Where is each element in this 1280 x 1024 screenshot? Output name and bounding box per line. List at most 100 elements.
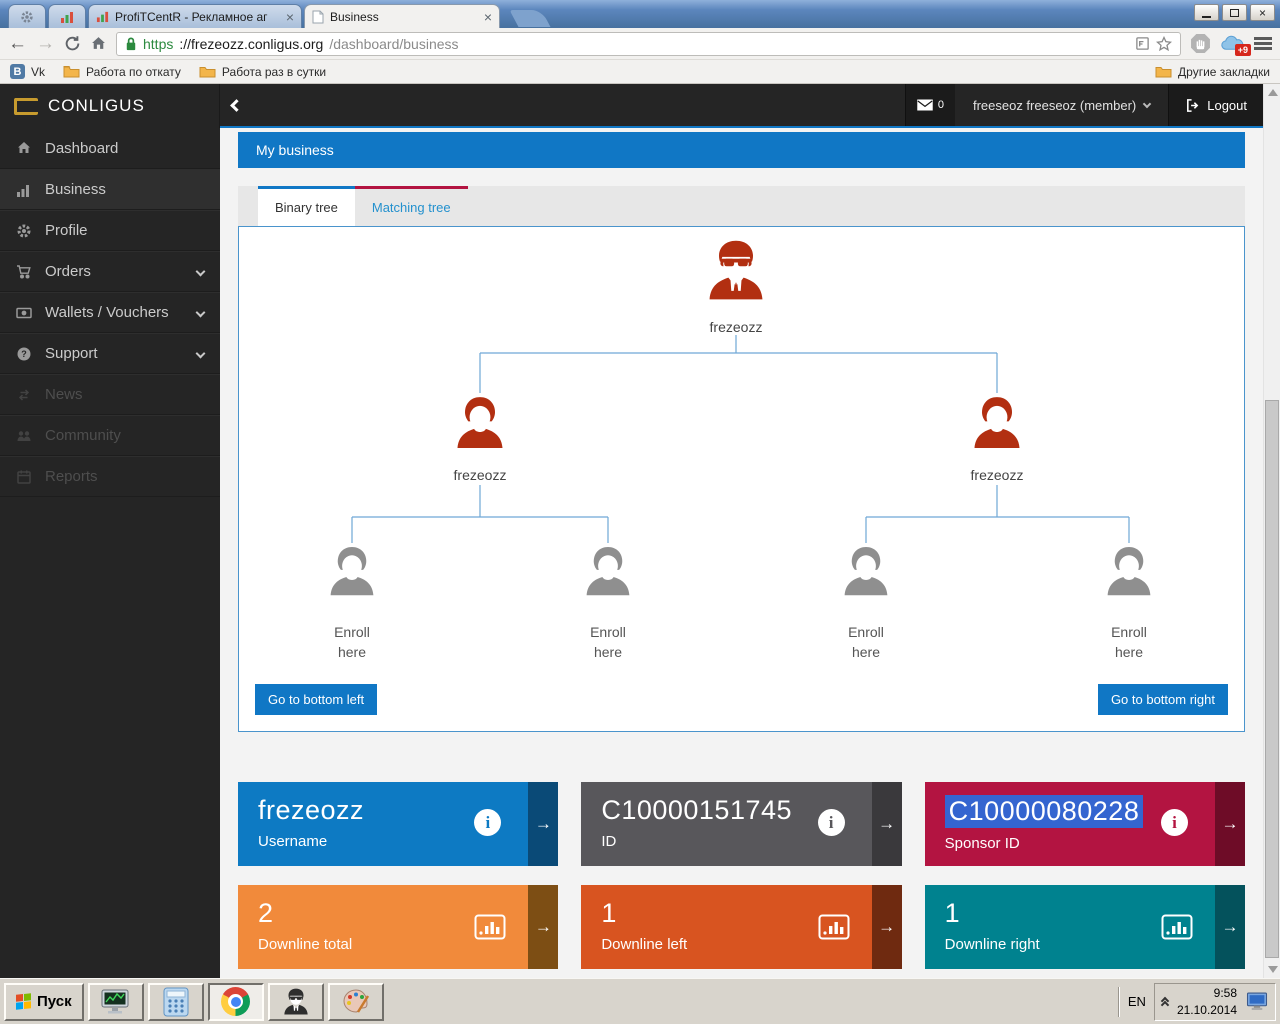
sidebar-item-label: News — [45, 386, 83, 403]
card-value: C10000151745 — [601, 795, 793, 825]
page-title-bar: My business — [238, 132, 1245, 168]
card-value: 1 — [601, 898, 617, 928]
address-bar[interactable]: https://frezeozz.conligus.org/dashboard/… — [116, 31, 1181, 56]
extension-badge: +9 — [1234, 44, 1251, 56]
sidebar-item-wallets[interactable]: Wallets / Vouchers — [0, 292, 220, 333]
pinned-tab-settings[interactable] — [8, 4, 46, 28]
card-arrow-strip[interactable]: → — [871, 885, 902, 969]
taskbar-app-agent[interactable] — [267, 982, 324, 1021]
sidebar-item-support[interactable]: ? Support — [0, 333, 220, 374]
card-arrow-strip[interactable]: → — [528, 782, 559, 866]
enroll-text: Enroll — [590, 624, 626, 640]
sidebar-item-reports[interactable]: Reports — [0, 456, 220, 497]
bookmark-label: Vk — [31, 64, 46, 79]
reload-button[interactable] — [64, 35, 81, 52]
users-icon — [17, 430, 31, 441]
sidebar-item-business[interactable]: Business — [0, 169, 220, 210]
hand-stop-extension-icon[interactable] — [1190, 33, 1211, 54]
forward-button[interactable]: → — [36, 33, 55, 54]
bookmark-folder-1[interactable]: Работа по откату — [63, 65, 181, 79]
go-to-bottom-right-button[interactable]: Go to bottom right — [1097, 684, 1228, 715]
envelope-icon — [917, 99, 933, 111]
back-button[interactable]: ← — [8, 33, 27, 54]
tree-node-right[interactable]: frezeozz — [967, 393, 1027, 483]
taskbar-app-chrome[interactable] — [207, 982, 264, 1021]
display-tray-icon[interactable] — [1246, 992, 1268, 1011]
info-icon[interactable]: i — [817, 809, 845, 836]
gear-icon — [21, 10, 33, 23]
tree-node-enroll-1[interactable]: Enroll here — [324, 543, 381, 662]
bookmark-frame-icon[interactable] — [1135, 36, 1150, 51]
bookmark-folder-2[interactable]: Работа раз в сутки — [199, 65, 326, 79]
card-arrow-strip[interactable]: → — [871, 782, 902, 866]
tab-profitcentr[interactable]: ProfiTCentR - Рекламное аг × — [88, 4, 302, 28]
pinned-tab-chart[interactable] — [48, 4, 86, 28]
cloud-extension-icon[interactable]: +9 — [1220, 35, 1251, 56]
bar-chart-icon — [61, 11, 73, 23]
tree-node-enroll-2[interactable]: Enroll here — [580, 543, 637, 662]
messages-button[interactable]: 0 — [904, 84, 955, 126]
sidebar-item-news[interactable]: News — [0, 374, 220, 415]
card-value: 2 — [258, 898, 274, 928]
sidebar-collapse-icon[interactable] — [230, 99, 243, 112]
enroll-text: here — [337, 644, 367, 660]
card-downline-right[interactable]: 1 Downline right → — [924, 885, 1245, 969]
taskbar-app-paint[interactable] — [327, 982, 384, 1021]
card-username[interactable]: frezeozz Username i → — [238, 782, 559, 866]
window-minimize-button[interactable] — [1194, 4, 1219, 21]
tray-expand-icon[interactable] — [1160, 996, 1170, 1009]
svg-text:?: ? — [21, 349, 27, 359]
close-icon[interactable]: × — [285, 8, 294, 25]
scrollbar-thumb[interactable] — [1265, 400, 1279, 958]
page-scrollbar[interactable] — [1263, 84, 1280, 978]
sidebar-item-community[interactable]: Community — [0, 415, 220, 456]
tree-connectors — [351, 335, 1130, 543]
tree-node-enroll-4[interactable]: Enroll here — [1101, 543, 1158, 662]
card-arrow-strip[interactable]: → — [1215, 885, 1245, 969]
bookmark-vk[interactable]: B Vk — [10, 64, 45, 79]
scroll-down-icon[interactable] — [1268, 966, 1278, 973]
brand[interactable]: CONLIGUS — [0, 84, 220, 128]
question-icon: ? — [17, 347, 31, 360]
logout-button[interactable]: Logout — [1168, 84, 1263, 126]
windows-logo-icon — [16, 993, 31, 1010]
clock[interactable]: 9:58 21.10.2014 — [1177, 985, 1237, 1017]
taskbar-app-calculator[interactable] — [147, 982, 204, 1021]
menu-icon[interactable] — [1254, 37, 1272, 40]
tab-label: Binary tree — [275, 200, 338, 215]
new-tab-button[interactable] — [509, 10, 551, 27]
card-downline-total[interactable]: 2 Downline total → — [238, 885, 559, 969]
sidebar-item-orders[interactable]: Orders — [0, 251, 220, 292]
tree-node-left[interactable]: frezeozz — [450, 393, 510, 483]
card-sponsor-id[interactable]: C10000080228 Sponsor ID i → — [924, 782, 1245, 866]
go-to-bottom-left-button[interactable]: Go to bottom left — [255, 684, 378, 715]
lock-icon — [126, 37, 136, 51]
tree-tabs: Binary tree Matching tree — [238, 186, 1245, 226]
star-icon[interactable] — [1156, 35, 1172, 52]
user-menu[interactable]: freeseoz freeseoz (member) — [955, 84, 1168, 126]
other-bookmarks[interactable]: Другие закладки — [1155, 65, 1270, 79]
window-close-button[interactable]: × — [1250, 4, 1275, 21]
sidebar-item-dashboard[interactable]: Dashboard — [0, 128, 220, 169]
url-path: /dashboard/business — [329, 35, 459, 52]
language-indicator[interactable]: EN — [1127, 994, 1146, 1009]
tab-binary-tree[interactable]: Binary tree — [258, 186, 355, 226]
tab-matching-tree[interactable]: Matching tree — [354, 186, 468, 226]
home-button[interactable] — [90, 35, 107, 52]
tree-node-enroll-3[interactable]: Enroll here — [838, 543, 895, 662]
card-downline-left[interactable]: 1 Downline left → — [581, 885, 902, 969]
window-restore-button[interactable] — [1222, 4, 1247, 21]
start-button[interactable]: Пуск — [4, 982, 84, 1021]
card-arrow-strip[interactable]: → — [528, 885, 559, 969]
tab-business[interactable]: Business × — [304, 4, 500, 28]
sidebar-item-profile[interactable]: Profile — [0, 210, 220, 251]
card-id[interactable]: C10000151745 ID i → — [581, 782, 902, 866]
taskbar-app-monitor[interactable] — [87, 982, 144, 1021]
info-icon[interactable]: i — [474, 809, 502, 836]
card-arrow-strip[interactable]: → — [1215, 782, 1245, 866]
close-icon[interactable]: × — [483, 8, 492, 25]
scroll-up-icon[interactable] — [1268, 89, 1278, 96]
info-icon[interactable]: i — [1161, 809, 1188, 836]
tree-node-root[interactable]: frezeozz — [702, 237, 770, 335]
bookmarks-bar: B Vk Работа по откату Работа раз в сутки… — [0, 60, 1280, 84]
